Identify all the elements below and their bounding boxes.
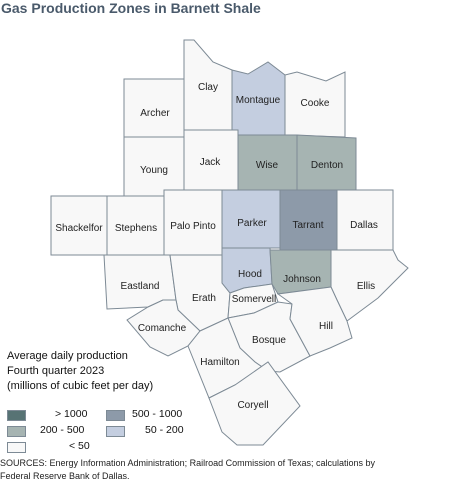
source-line-2: Federal Reserve Bank of Dallas.: [0, 471, 130, 481]
county-label-denton: Denton: [311, 160, 343, 171]
county-label-shackelford: Shackelfor: [55, 223, 103, 234]
legend-title: Average daily production Fourth quarter …: [7, 349, 153, 394]
county-label-parker: Parker: [237, 218, 267, 229]
county-label-somervell: Somervell: [232, 294, 276, 305]
source-note: SOURCES: Energy Information Administrati…: [0, 457, 455, 483]
county-label-archer: Archer: [140, 108, 170, 119]
county-label-dallas: Dallas: [350, 220, 378, 231]
county-label-eastland: Eastland: [121, 281, 160, 292]
county-label-wise: Wise: [256, 160, 279, 171]
county-label-palo-pinto: Palo Pinto: [170, 221, 216, 232]
legend-swatch-50-200: [106, 426, 125, 437]
legend-label-500-1000: 500 - 1000: [132, 408, 183, 420]
county-label-hood: Hood: [238, 269, 262, 280]
county-label-clay: Clay: [198, 82, 218, 93]
county-label-ellis: Ellis: [357, 281, 375, 292]
legend-title-line-2: Fourth quarter 2023: [7, 365, 105, 377]
map-title: Gas Production Zones in Barnett Shale: [1, 0, 261, 16]
legend-swatch-lt50: [7, 442, 26, 453]
county-label-coryell: Coryell: [237, 400, 268, 411]
legend-title-line-3: (millions of cubic feet per day): [7, 380, 154, 392]
county-label-jack: Jack: [200, 157, 222, 168]
legend-swatch-500-1000: [106, 410, 125, 421]
legend-label-lt50: < 50: [69, 440, 90, 452]
county-label-cooke: Cooke: [301, 98, 330, 109]
county-coryell[interactable]: [208, 361, 301, 446]
county-label-comanche: Comanche: [138, 323, 187, 334]
county-label-young: Young: [140, 165, 168, 176]
county-label-hamilton: Hamilton: [200, 357, 239, 368]
legend-label-200-500: 200 - 500: [40, 424, 85, 436]
county-hill[interactable]: [276, 286, 353, 357]
source-line-1: SOURCES: Energy Information Administrati…: [0, 458, 375, 468]
legend-swatch-200-500: [7, 426, 26, 437]
county-label-montague: Montague: [236, 95, 281, 106]
legend-swatch-gt1000: [7, 410, 26, 421]
county-label-erath: Erath: [192, 293, 216, 304]
county-label-bosque: Bosque: [252, 335, 286, 346]
legend-label-50-200: 50 - 200: [145, 424, 184, 436]
legend-title-line-1: Average daily production: [7, 350, 128, 362]
county-label-tarrant: Tarrant: [292, 220, 323, 231]
county-label-stephens: Stephens: [115, 223, 157, 234]
county-comanche[interactable]: [126, 299, 201, 357]
county-johnson[interactable]: [269, 249, 332, 295]
county-label-hill: Hill: [319, 321, 333, 332]
legend-label-gt1000: > 1000: [55, 408, 88, 420]
county-label-johnson: Johnson: [283, 274, 321, 285]
